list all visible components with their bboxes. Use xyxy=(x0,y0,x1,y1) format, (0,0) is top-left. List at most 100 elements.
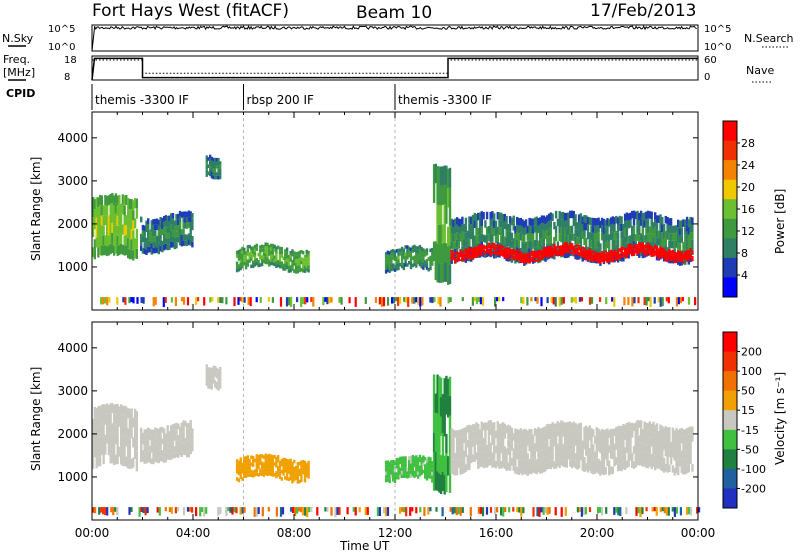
power-colorbar-swatch xyxy=(723,140,737,161)
power-echo-cell xyxy=(593,255,597,257)
velocity-noise-cell xyxy=(635,507,638,516)
power-echo-cell xyxy=(395,256,398,260)
velocity-echo-cell xyxy=(560,435,563,443)
velocity-echo-cell xyxy=(93,407,96,417)
power-echo-cell xyxy=(526,240,529,249)
power-echo-cell xyxy=(678,220,682,229)
power-echo-cell xyxy=(217,168,220,173)
power-echo-cell xyxy=(185,234,189,241)
power-echo-cell xyxy=(508,251,512,254)
power-echo-cell xyxy=(622,252,625,254)
power-echo-cell xyxy=(585,237,588,246)
velocity-echo-cell xyxy=(161,427,164,433)
power-echo-cell xyxy=(678,256,682,259)
velocity-echo-cell xyxy=(623,424,627,433)
power-echo-cell xyxy=(470,255,473,258)
power-echo-cell xyxy=(384,252,388,256)
power-echo-cell xyxy=(209,165,212,170)
power-echo-cell xyxy=(554,210,558,219)
power-echo-cell xyxy=(574,244,577,252)
power-echo-cell xyxy=(611,260,614,263)
velocity-echo-cell xyxy=(113,424,116,435)
power-echo-cell xyxy=(595,254,598,257)
power-echo-cell xyxy=(441,243,445,264)
velocity-echo-cell xyxy=(154,450,157,457)
power-echo-cell xyxy=(608,219,611,227)
power-echo-cell xyxy=(622,253,625,256)
power-echo-cell xyxy=(501,229,505,237)
power-noise-cell xyxy=(498,297,501,302)
power-echo-cell xyxy=(494,220,498,229)
power-echo-cell xyxy=(622,246,625,249)
velocity-echo-cell xyxy=(135,421,138,432)
power-echo-cell xyxy=(639,233,643,241)
velocity-noise-cell xyxy=(354,507,357,516)
velocity-echo-cell xyxy=(583,434,586,442)
velocity-echo-cell xyxy=(533,465,537,474)
power-echo-cell xyxy=(677,259,680,262)
power-echo-cell xyxy=(390,267,393,272)
velocity-echo-cell xyxy=(302,467,305,471)
power-echo-cell xyxy=(508,216,512,224)
power-echo-cell xyxy=(219,175,222,180)
velocity-echo-cell xyxy=(524,437,528,445)
power-echo-cell xyxy=(145,243,148,250)
cpid-label: CPID xyxy=(6,87,35,100)
power-colorbar-swatch xyxy=(723,199,737,220)
velocity-echo-cell xyxy=(606,436,609,444)
power-echo-cell xyxy=(531,258,535,260)
power-echo-cell xyxy=(408,250,411,254)
power-echo-cell xyxy=(620,238,623,247)
velocity-noise-cell xyxy=(453,507,456,514)
velocity-echo-cell xyxy=(597,436,600,444)
power-echo-cell xyxy=(457,252,460,255)
power-echo-cell xyxy=(118,225,121,236)
power-noise-cell xyxy=(271,297,274,303)
power-echo-cell xyxy=(132,240,135,251)
velocity-echo-cell xyxy=(244,459,248,464)
power-echo-cell xyxy=(214,175,217,180)
power-echo-cell xyxy=(593,251,597,254)
freq-trace xyxy=(91,57,698,81)
power-echo-cell xyxy=(496,227,499,235)
power-echo-cell xyxy=(278,250,282,254)
velocity-echo-cell xyxy=(187,451,191,458)
velocity-echo-cell xyxy=(680,450,683,459)
power-echo-cell xyxy=(420,257,423,262)
power-echo-cell xyxy=(418,252,422,256)
power-colorbar-swatch xyxy=(723,121,737,142)
velocity-echo-cell xyxy=(180,428,183,434)
power-echo-cell xyxy=(384,259,388,263)
velocity-echo-cell xyxy=(392,474,395,478)
power-echo-cell xyxy=(180,240,183,247)
power-echo-cell xyxy=(618,223,621,231)
power-echo-cell xyxy=(501,246,505,248)
power-echo-cell xyxy=(248,244,251,249)
power-echo-cell xyxy=(554,225,558,234)
power-echo-cell xyxy=(259,248,262,253)
power-echo-cell xyxy=(436,166,439,186)
velocity-echo-cell xyxy=(646,453,650,461)
velocity-echo-cell xyxy=(517,444,521,453)
velocity-noise-cell xyxy=(290,507,293,512)
power-echo-cell xyxy=(662,238,666,247)
velocity-echo-cell xyxy=(609,451,613,459)
power-echo-cell xyxy=(547,248,551,250)
power-echo-cell xyxy=(170,219,173,225)
velocity-echo-cell xyxy=(659,454,662,463)
power-echo-cell xyxy=(581,231,584,239)
power-echo-cell xyxy=(581,252,584,254)
velocity-noise-cell xyxy=(241,507,244,514)
power-echo-cell xyxy=(613,217,616,225)
power-echo-cell xyxy=(93,239,96,250)
power-noise-cell xyxy=(104,297,107,304)
power-echo-cell xyxy=(639,250,643,253)
velocity-echo-cell xyxy=(427,467,430,472)
power-echo-cell xyxy=(237,267,241,272)
power-echo-cell xyxy=(397,252,400,256)
power-echo-cell xyxy=(307,258,310,262)
power-noise-cell xyxy=(643,297,646,306)
velocity-echo-cell xyxy=(411,458,414,463)
power-noise-cell xyxy=(461,297,464,302)
power-echo-cell xyxy=(107,245,110,256)
